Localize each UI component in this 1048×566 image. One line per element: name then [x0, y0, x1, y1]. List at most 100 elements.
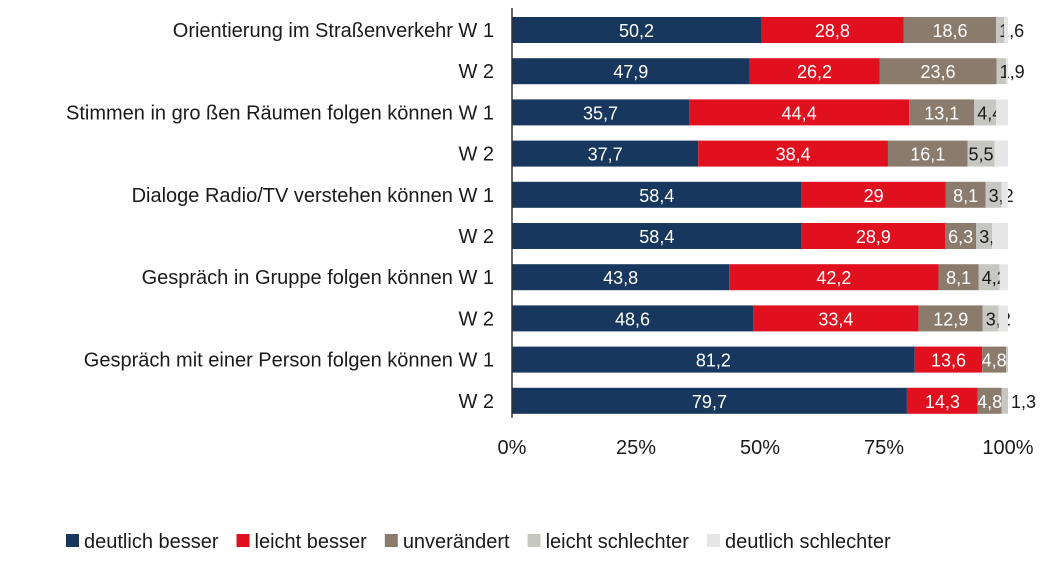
data-label: 8,1	[946, 268, 971, 288]
data-label: 13,1	[924, 103, 959, 123]
bar-segment	[974, 99, 997, 126]
bar-segment	[729, 264, 939, 291]
data-label: 1,6	[999, 21, 1024, 41]
bar-segment	[914, 346, 983, 373]
category-label: W 2	[458, 144, 494, 166]
bar-segment	[996, 99, 1008, 126]
data-label: 79,7	[692, 392, 727, 412]
data-label: 81,2	[696, 351, 731, 371]
bar-segment	[512, 99, 690, 126]
category-label: W 2	[458, 308, 494, 330]
data-label: 5,5	[969, 145, 994, 165]
legend-swatch	[384, 534, 398, 547]
legend-item: unverändert	[384, 531, 510, 553]
bar-segment	[976, 223, 993, 249]
legend-label: leicht besser	[255, 531, 368, 553]
legend-label: deutlich schlechter	[725, 531, 891, 553]
bar-segment	[512, 140, 699, 167]
bar-segment	[512, 58, 750, 85]
bar-segment	[512, 264, 730, 291]
data-label: 1,3	[1011, 392, 1036, 412]
bar-segment	[945, 181, 986, 208]
data-label: 4,4	[977, 103, 1002, 123]
bar-segment	[801, 223, 946, 249]
bar-segment	[512, 387, 907, 414]
bar-segment	[994, 140, 1008, 167]
category-label: Dialoge Radio/TV verstehen können W 1	[132, 185, 494, 207]
bar-segment	[999, 264, 1008, 291]
bar-segment	[512, 223, 802, 249]
category-label: Orientierung im Straßenverkehr W 1	[173, 20, 494, 42]
x-tick-label: 75%	[864, 437, 904, 459]
legend-swatch	[706, 534, 720, 547]
legend-swatch	[66, 534, 79, 547]
bar-segment	[978, 264, 1000, 291]
bar-segment	[512, 346, 915, 373]
x-tick-label: 50%	[740, 437, 780, 459]
x-tick-label: 0%	[498, 437, 527, 459]
bar-segment	[982, 346, 1007, 373]
bar-segment	[1004, 17, 1008, 43]
bar-segment	[512, 181, 802, 208]
data-label: 8,1	[953, 186, 978, 206]
bar-segment	[753, 305, 919, 332]
data-label: 1,9	[1000, 62, 1025, 82]
legend-item: leicht schlechter	[527, 531, 690, 553]
data-label: 44,4	[782, 103, 817, 123]
category-labels: Orientierung im Straßenverkehr W 1 W 2 Sti…	[66, 20, 494, 413]
x-axis: 0% 25% 50% 75% 100%	[498, 8, 1034, 459]
legend-item: leicht besser	[236, 531, 368, 553]
data-label: 47,9	[613, 62, 648, 82]
bar-segment	[903, 17, 997, 43]
bar-segment	[512, 17, 761, 43]
bar-segment	[760, 17, 904, 43]
data-label: 28,8	[815, 21, 850, 41]
data-label: 29	[864, 186, 884, 206]
data-label: 33,4	[818, 309, 853, 329]
data-label: 6,3	[948, 227, 973, 247]
bar-segment	[992, 223, 1008, 249]
bar-segment	[749, 58, 880, 85]
bar-segment	[698, 140, 888, 167]
data-label: 23,6	[921, 62, 956, 82]
bar-segment	[801, 181, 946, 208]
bar-segment	[909, 99, 975, 126]
data-label: 14,3	[925, 392, 960, 412]
legend-label: leicht schlechter	[546, 531, 690, 553]
bar-segment	[1001, 387, 1008, 414]
data-label: 50,2	[619, 21, 654, 41]
data-label: 12,9	[933, 309, 968, 329]
data-label: 28,9	[856, 227, 891, 247]
legend-item: deutlich schlechter	[706, 531, 891, 553]
bar-segment	[1001, 181, 1008, 208]
legend-label: unverändert	[403, 531, 510, 553]
data-label: 38,4	[776, 145, 811, 165]
x-tick-label: 100%	[982, 437, 1033, 459]
bar-segment	[998, 305, 1008, 332]
bar-segment	[945, 223, 977, 249]
bar-segment	[967, 140, 995, 167]
data-label: 4,8	[982, 351, 1007, 371]
legend-swatch	[527, 534, 541, 547]
data-label: 18,6	[932, 21, 967, 41]
legend-swatch	[236, 534, 250, 547]
bar-segment	[689, 99, 910, 126]
bar-segment	[1006, 346, 1008, 373]
category-label: W 2	[458, 226, 494, 248]
bar-segment	[996, 58, 1007, 85]
data-label: 43,8	[603, 268, 638, 288]
data-label: 16,1	[910, 145, 945, 165]
data-label: 42,2	[816, 268, 851, 288]
bar-segment	[512, 305, 754, 332]
category-label: Gespräch mit einer Person folgen können …	[84, 350, 494, 372]
x-tick-label: 25%	[616, 437, 656, 459]
bar-segment	[977, 387, 1002, 414]
bar-segment	[985, 181, 1002, 208]
data-label: 35,7	[583, 103, 618, 123]
bar-area: 50,2 28,8 18,6 1,6 47,9 26,2 23,6 1,9 35,7 44,4 13…	[512, 17, 1036, 414]
bar-segment	[1006, 58, 1008, 85]
bar-segment	[906, 387, 978, 414]
data-label: 26,2	[797, 62, 832, 82]
data-label: 58,4	[639, 186, 674, 206]
